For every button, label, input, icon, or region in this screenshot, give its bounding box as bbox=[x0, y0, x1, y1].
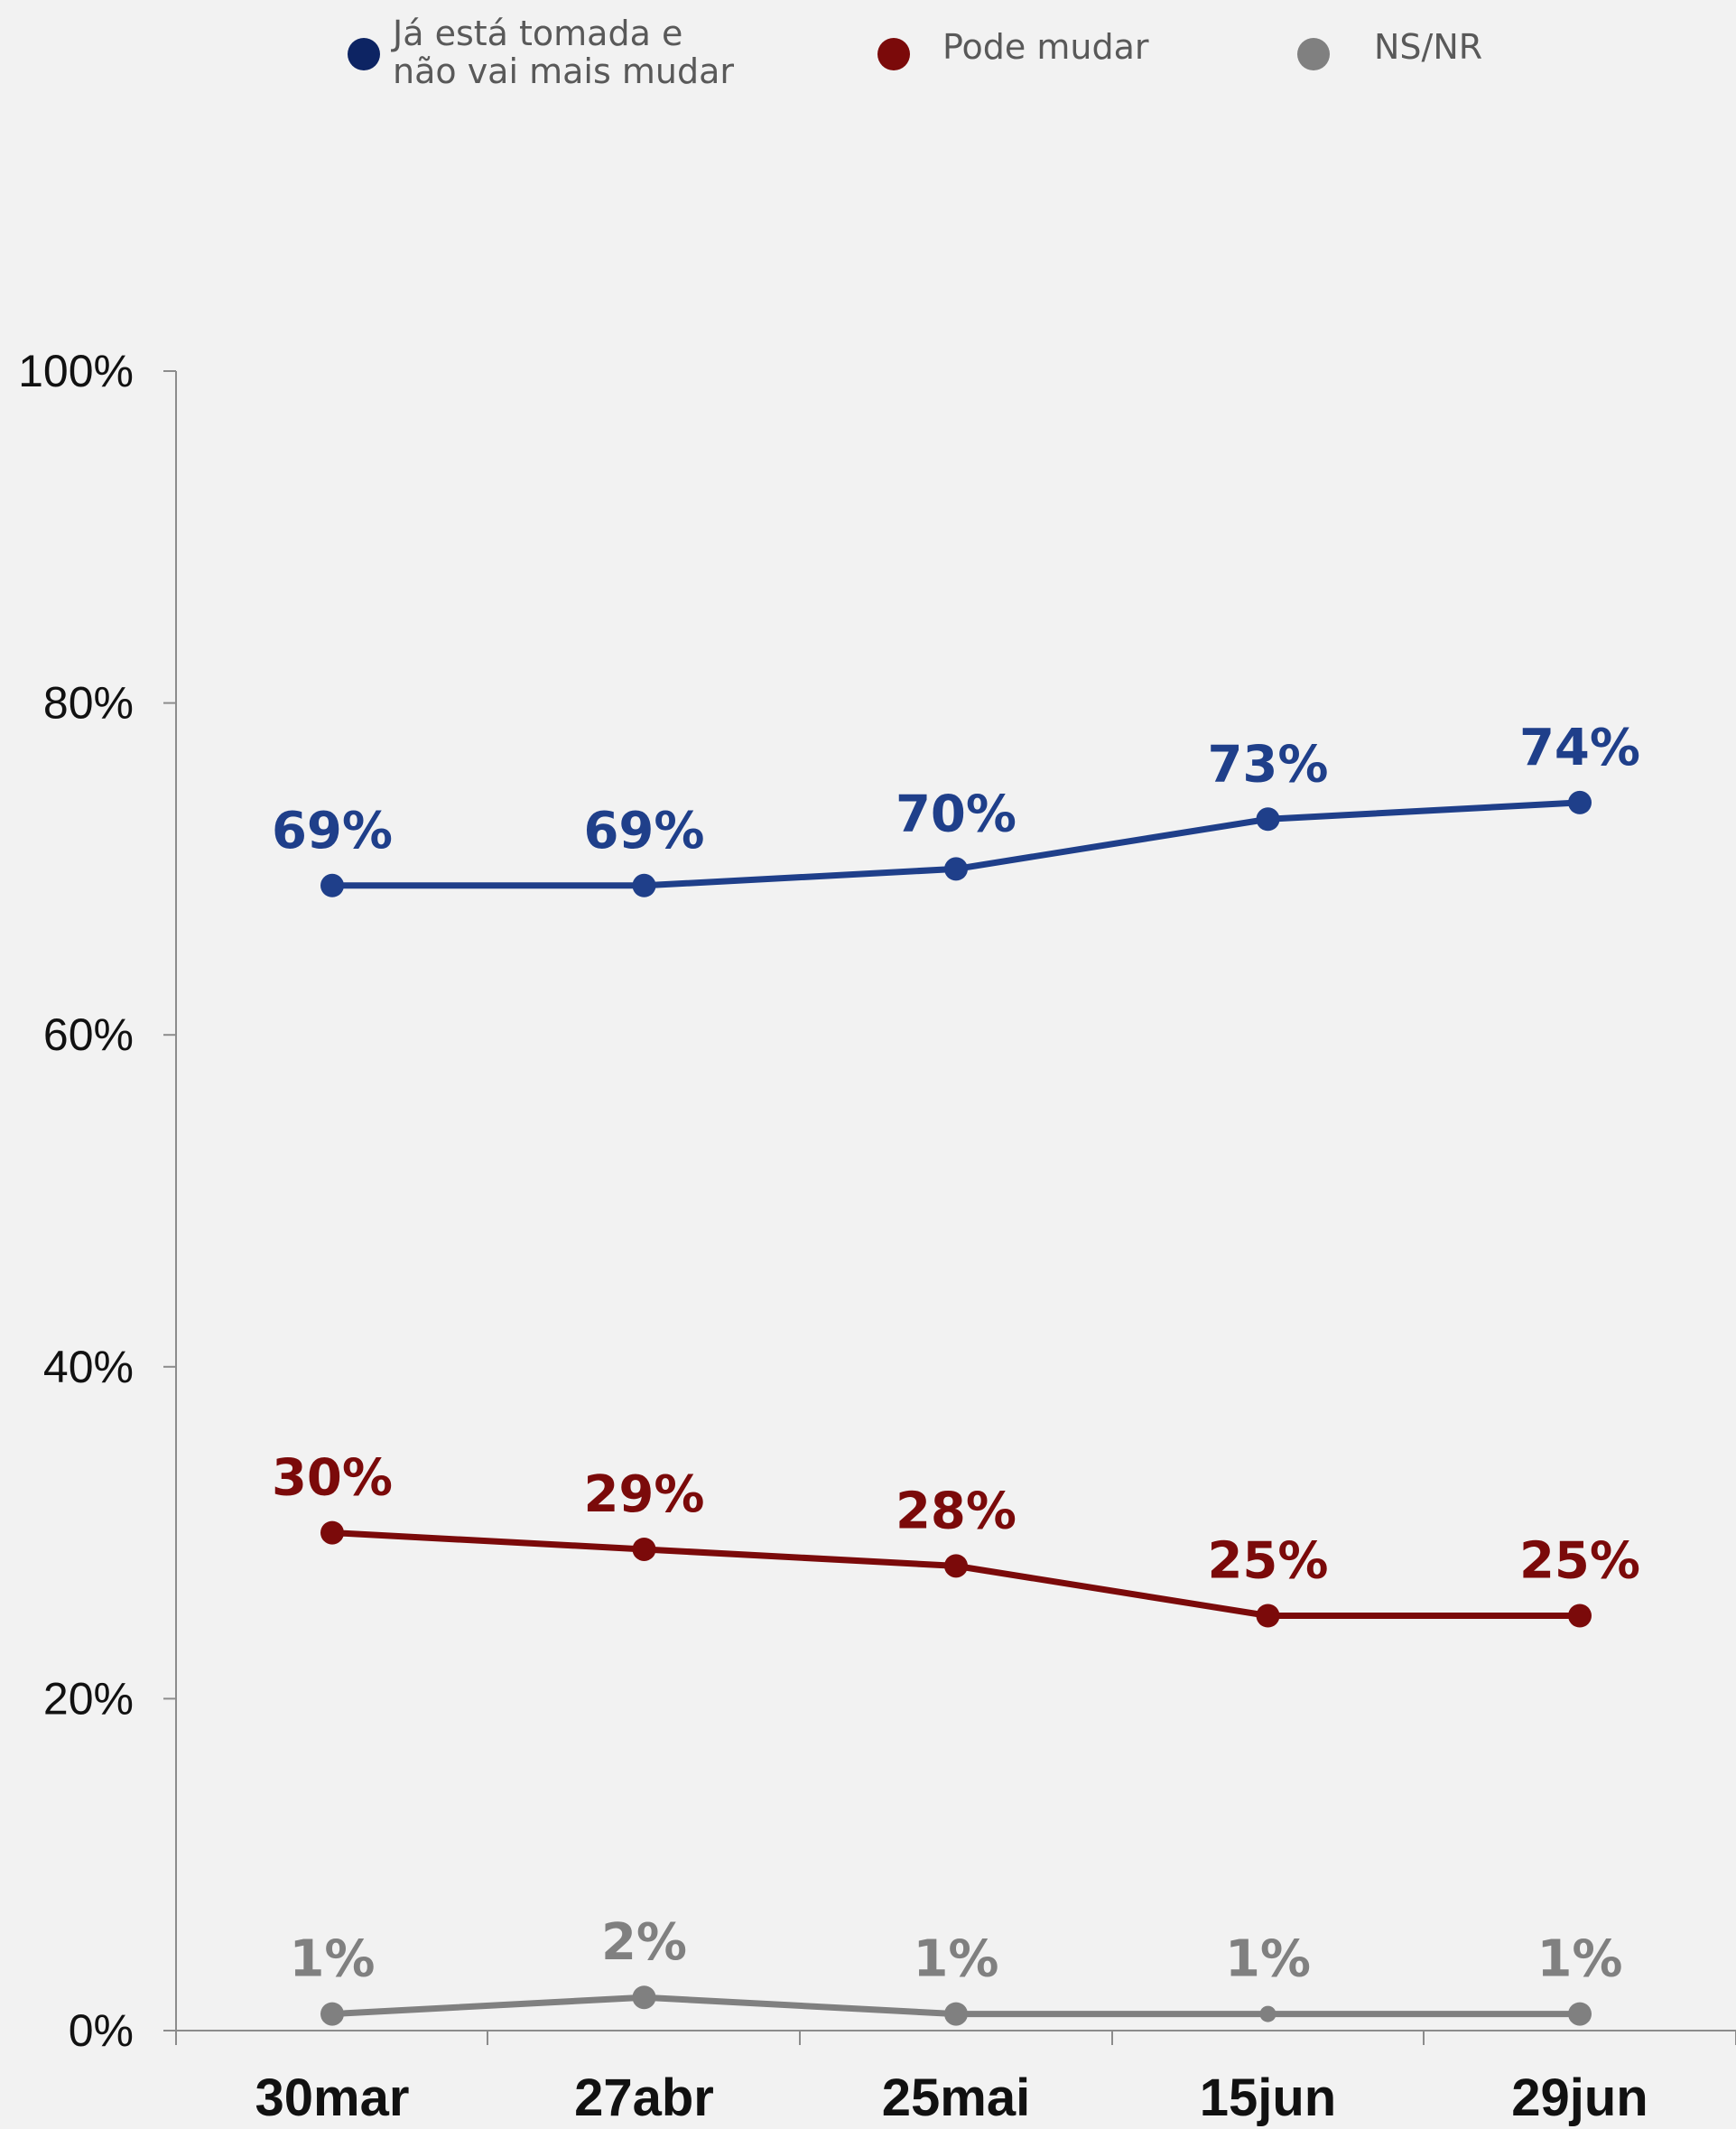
data-point bbox=[944, 857, 968, 881]
data-label: 2% bbox=[601, 1913, 687, 1972]
data-point bbox=[320, 1520, 344, 1545]
legend-item: NS/NR bbox=[1297, 27, 1482, 70]
legend-label: NS/NR bbox=[1374, 27, 1482, 67]
data-label: 70% bbox=[896, 785, 1017, 843]
data-point bbox=[1259, 2005, 1276, 2022]
data-label: 30% bbox=[272, 1449, 393, 1508]
series-group: 69% 69% 70% 73% 74% bbox=[272, 719, 1640, 897]
data-label: 1% bbox=[913, 1930, 998, 1989]
x-tick-label: 29jun bbox=[1511, 2069, 1648, 2127]
legend-marker bbox=[348, 38, 380, 70]
legend-label: Pode mudar bbox=[942, 27, 1149, 67]
x-tick-label: 15jun bbox=[1200, 2069, 1337, 2127]
x-tick-label: 25mai bbox=[882, 2069, 1030, 2127]
series-group: 1% 2% 1% 1% 1% bbox=[289, 1913, 1623, 2026]
data-point bbox=[632, 1537, 656, 1561]
data-label: 25% bbox=[1519, 1532, 1640, 1591]
legend-item: Pode mudar bbox=[877, 27, 1149, 70]
data-point bbox=[1256, 807, 1280, 832]
legend-marker bbox=[1297, 38, 1330, 70]
data-point bbox=[1568, 2002, 1592, 2026]
y-tick-label: 40% bbox=[43, 1342, 134, 1392]
x-tick-label: 27abr bbox=[574, 2069, 714, 2127]
x-tick-label: 30mar bbox=[255, 2069, 410, 2127]
data-label: 73% bbox=[1207, 735, 1328, 794]
data-point bbox=[1256, 1604, 1280, 1628]
y-tick-label: 80% bbox=[43, 678, 134, 729]
legend-label: Já está tomada e bbox=[391, 14, 682, 53]
chart-series: 69% 69% 70% 73% 74% 30% 29% 28% 25% 25% 1% 2% 1% 1% 1% bbox=[272, 719, 1640, 2026]
data-label: 28% bbox=[896, 1482, 1017, 1540]
data-point bbox=[1568, 1604, 1592, 1628]
data-point bbox=[320, 873, 344, 897]
data-label: 1% bbox=[1225, 1930, 1311, 1989]
data-label: 1% bbox=[1536, 1930, 1622, 1989]
y-tick-label: 0% bbox=[69, 2005, 134, 2056]
data-label: 69% bbox=[583, 802, 704, 860]
data-point bbox=[320, 2002, 344, 2026]
data-label: 29% bbox=[583, 1465, 704, 1524]
data-point bbox=[1568, 790, 1592, 814]
legend-label: não vai mais mudar bbox=[393, 51, 734, 91]
data-point bbox=[632, 1985, 656, 2010]
series-group: 30% 29% 28% 25% 25% bbox=[272, 1449, 1640, 1628]
data-label: 69% bbox=[272, 802, 393, 860]
legend-marker bbox=[877, 38, 910, 70]
data-label: 1% bbox=[289, 1930, 375, 1989]
y-tick-label: 100% bbox=[18, 346, 134, 396]
y-tick-label: 20% bbox=[43, 1673, 134, 1724]
chart-axes: 0% 20% 40% 60% 80% 100% 30mar 27abr 25mai 15jun 29… bbox=[18, 346, 1736, 2127]
data-point bbox=[944, 1554, 968, 1578]
data-label: 74% bbox=[1519, 719, 1640, 777]
data-point bbox=[632, 873, 656, 897]
data-point bbox=[944, 2002, 968, 2026]
data-label: 25% bbox=[1207, 1532, 1328, 1591]
y-tick-label: 60% bbox=[43, 1009, 134, 1060]
